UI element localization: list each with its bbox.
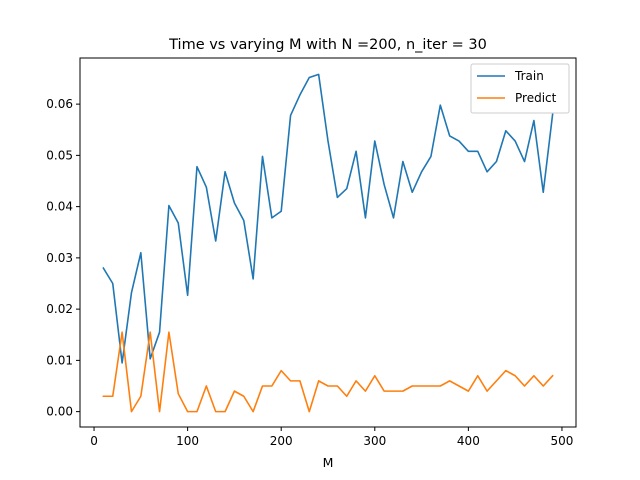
x-axis-ticks: 0 100 200 300 400 500 — [90, 427, 573, 448]
y-tick-label: 0.06 — [46, 97, 73, 111]
x-tick-label: 0 — [90, 434, 98, 448]
legend-label-predict: Predict — [515, 91, 557, 105]
chart-title: Time vs varying M with N =200, n_iter = … — [168, 37, 487, 53]
y-tick-label: 0.03 — [46, 251, 73, 265]
y-axis-ticks: 0.00 0.01 0.02 0.03 0.04 0.05 0.06 — [46, 97, 80, 419]
series-line-predict — [102, 331, 554, 413]
legend: Train Predict — [470, 63, 570, 114]
x-tick-label: 300 — [363, 434, 386, 448]
y-tick-label: 0.05 — [46, 148, 73, 162]
legend-label-train: Train — [514, 69, 544, 83]
series-line-train — [102, 73, 554, 364]
x-tick-label: 500 — [551, 434, 574, 448]
y-tick-label: 0.02 — [46, 302, 73, 316]
series-group — [102, 73, 554, 413]
plot-background — [80, 58, 576, 427]
x-tick-label: 200 — [270, 434, 293, 448]
x-axis-label: M — [323, 455, 334, 470]
plot-frame — [79, 57, 577, 428]
y-tick-label: 0.04 — [46, 200, 73, 214]
x-tick-label: 100 — [176, 434, 199, 448]
y-tick-label: 0.01 — [46, 353, 73, 367]
x-tick-label: 400 — [457, 434, 480, 448]
y-tick-label: 0.00 — [46, 405, 73, 419]
plot-area: 0 100 200 300 400 500 0.000.010.020.030.040.0… — [46, 57, 577, 448]
